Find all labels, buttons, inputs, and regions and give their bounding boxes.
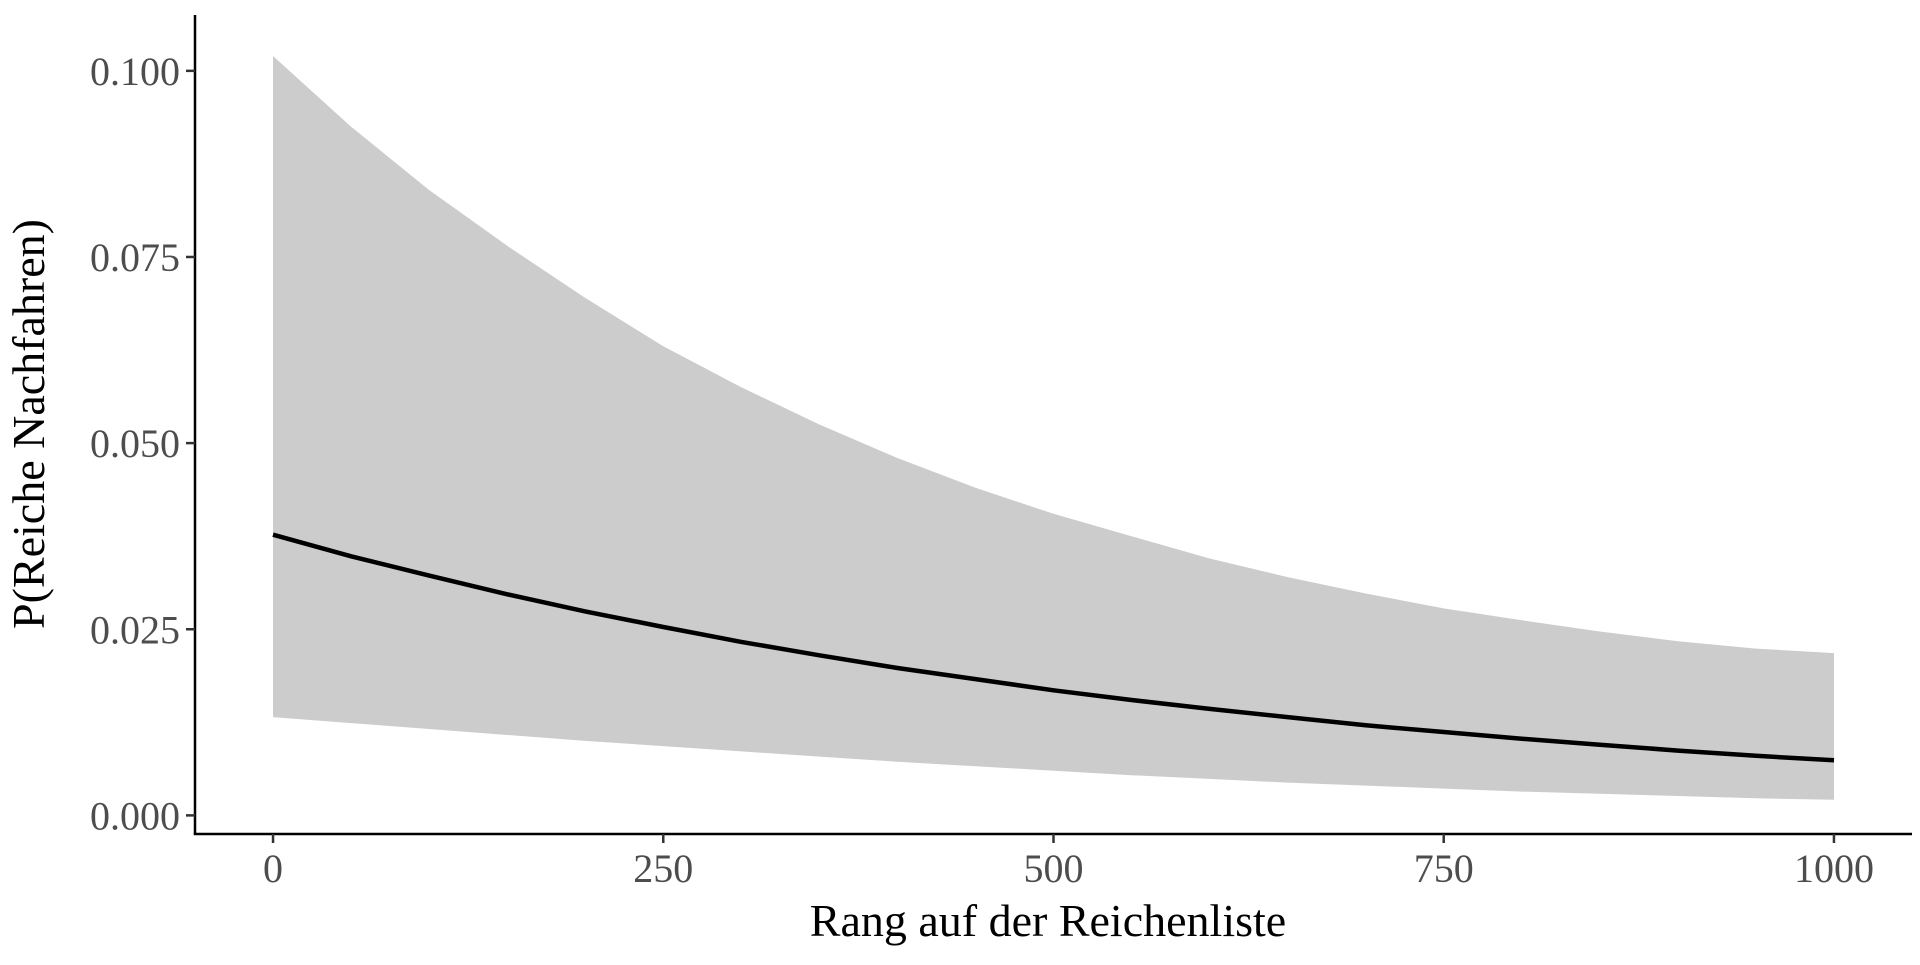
x-tick-label: 500 [1024, 846, 1084, 891]
ticks-layer: 0 250 500 750 1000 0.000 0.025 0.050 0.075 0.100 [90, 49, 1874, 891]
y-tick-label: 0.050 [90, 421, 180, 466]
line-layer [272, 532, 1835, 763]
x-tick-label: 250 [633, 846, 693, 891]
confidence-band [273, 56, 1834, 800]
x-tick-label: 0 [263, 846, 283, 891]
y-tick-label: 0.025 [90, 607, 180, 652]
x-tick-label: 1000 [1794, 846, 1874, 891]
confidence-band-layer [273, 56, 1834, 800]
y-tick-label: 0.000 [90, 793, 180, 838]
y-tick-label: 0.100 [90, 49, 180, 94]
x-axis-title: Rang auf der Reichenliste [810, 895, 1286, 946]
y-axis-title: P(Reiche Nachfahren) [3, 219, 54, 629]
estimate-line [272, 532, 1835, 763]
x-tick-label: 750 [1414, 846, 1474, 891]
y-tick-label: 0.075 [90, 235, 180, 280]
